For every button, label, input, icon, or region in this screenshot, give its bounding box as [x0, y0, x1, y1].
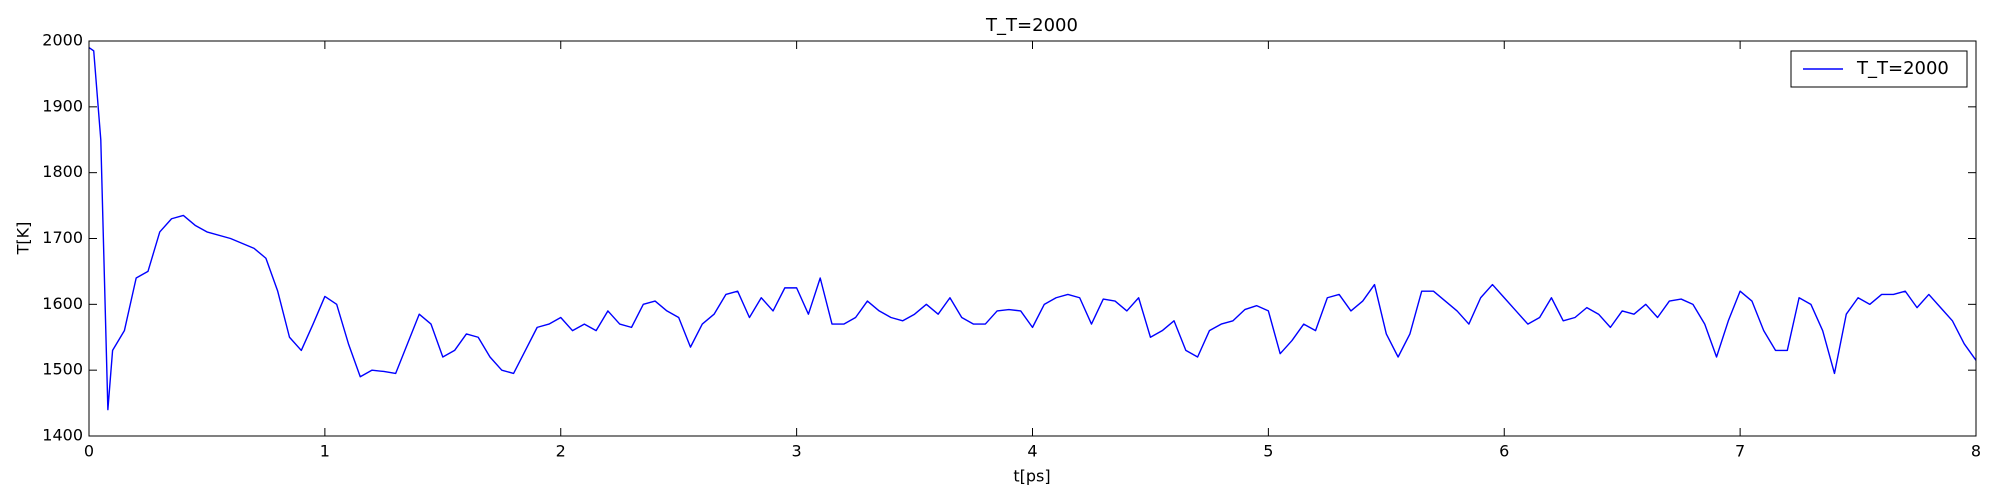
y-tick-label: 1700 — [42, 228, 83, 247]
x-tick-label: 3 — [792, 442, 802, 461]
y-tick-label: 1600 — [42, 294, 83, 313]
x-tick-label: 1 — [320, 442, 330, 461]
data-line — [88, 47, 1977, 411]
plot-frame — [88, 40, 1977, 437]
x-axis-label: t[ps] — [1013, 467, 1050, 486]
y-tick-label: 1900 — [42, 96, 83, 115]
y-tick-label: 1400 — [42, 426, 83, 445]
y-tick-label: 1500 — [42, 360, 83, 379]
y-tick-label: 2000 — [42, 31, 83, 50]
x-tick-label: 7 — [1735, 442, 1745, 461]
y-axis-label: T[K] — [14, 222, 33, 256]
y-tick-label: 1800 — [42, 162, 83, 181]
x-tick-label: 4 — [1027, 442, 1037, 461]
x-tick-label: 2 — [556, 442, 566, 461]
chart-title: T_T=2000 — [985, 15, 1078, 36]
x-tick-label: 5 — [1263, 442, 1273, 461]
legend-label: T_T=2000 — [1856, 58, 1949, 79]
x-tick-label: 8 — [1971, 442, 1981, 461]
x-tick-label: 6 — [1499, 442, 1509, 461]
x-tick-label: 0 — [84, 442, 94, 461]
